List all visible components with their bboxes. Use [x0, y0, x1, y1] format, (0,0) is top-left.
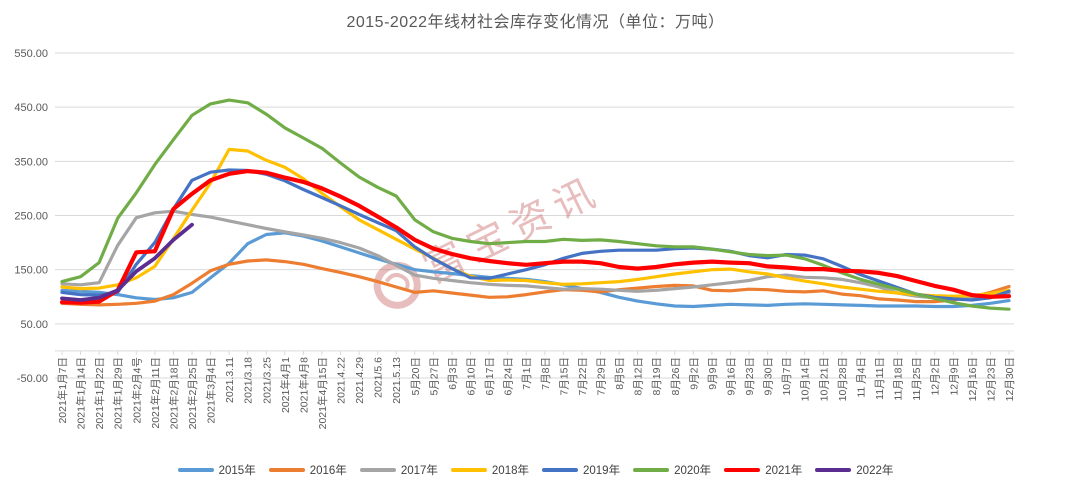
legend-item-2016年[interactable]: 2016年: [268, 462, 347, 478]
x-axis-tick-label: 11月18日: [893, 357, 905, 401]
x-axis-tick-label: 7月29日: [595, 357, 607, 396]
y-axis-tick-label: 350.00: [14, 156, 48, 168]
legend-label: 2015年: [218, 465, 256, 477]
x-axis-tick-label: 5月20日: [410, 357, 422, 396]
x-axis-tick-label: 11月25日: [911, 357, 923, 401]
legend-swatch-icon: [177, 468, 214, 472]
x-axis-tick-label: 2021/3.18: [243, 357, 255, 404]
x-axis-tick-label: 12月30日: [1004, 357, 1016, 401]
series-line-2022年: [60, 222, 194, 302]
y-axis-tick-label: 150.00: [14, 265, 48, 277]
legend-label: 2019年: [583, 465, 621, 477]
x-axis-tick-label: 8月19日: [651, 357, 663, 396]
legend-item-2019年[interactable]: 2019年: [542, 462, 620, 478]
x-axis-tick-label: 10月14日: [800, 357, 812, 401]
x-axis-tick-label: 2021年1月29日: [112, 357, 125, 429]
x-axis-tick-label: 2021.4.29: [354, 357, 366, 404]
legend-swatch-icon: [450, 468, 487, 472]
x-axis-tick-label: 10月21日: [818, 357, 830, 401]
x-axis-tick-label: 9月2日: [688, 357, 700, 390]
series-line-2016年: [60, 258, 1011, 307]
series-line-2021年: [59, 169, 1012, 305]
x-axis-tick-label: 6月10日: [466, 357, 478, 396]
legend-item-2015年[interactable]: 2015年: [177, 462, 256, 478]
legend-item-2018年[interactable]: 2018年: [450, 462, 529, 478]
legend-label: 2018年: [491, 465, 529, 477]
x-axis-tick-label: 7月1日: [521, 357, 533, 390]
x-axis-tick-label: 2021年2月4号: [130, 357, 143, 424]
x-axis-tick-label: 9月23日: [744, 357, 756, 396]
legend-swatch-icon: [724, 468, 761, 472]
legend-item-2021年[interactable]: 2021年: [724, 462, 802, 478]
x-axis-tick-label: 7月22日: [577, 357, 589, 396]
y-axis-tick-label: 250.00: [14, 211, 48, 223]
legend-label: 2016年: [309, 465, 347, 477]
x-axis-tick-label: 2021年4月8: [297, 357, 310, 413]
legend-swatch-icon: [542, 468, 578, 472]
x-axis-tick-label: 8月5日: [614, 357, 626, 390]
x-axis-tick-label: 9月16日: [725, 357, 737, 396]
line-chart-plot: 550.00 450.00 350.00 250.00 150.00 50.00 -50.0…: [14, 48, 1016, 429]
x-axis-tick-label: 2021年1月7日: [56, 357, 69, 424]
x-axis-tick-label: 12月16日: [967, 357, 979, 401]
x-axis-tick-label: 12月23日: [985, 357, 997, 401]
x-axis-tick-label: 5月27日: [428, 357, 440, 396]
x-axis-tick-label: 10月28日: [837, 357, 849, 401]
x-axis-tick-label: 2021.5.13: [391, 357, 403, 404]
series-line-2020年: [60, 98, 1011, 311]
x-axis-tick-label: 2021年4月1: [279, 357, 292, 413]
x-axis-tick-label: 12月2日: [930, 357, 942, 396]
x-axis-tick-label: 11月11日: [874, 357, 886, 400]
legend-label: 2021年: [765, 465, 803, 477]
x-axis-tick-label: 2021年1月14日: [75, 357, 88, 429]
legend-item-2017年[interactable]: 2017年: [359, 462, 438, 478]
legend-label: 2017年: [400, 465, 438, 477]
x-axis-tick-label: 6月3日: [447, 357, 459, 390]
x-axis-tick-label: 2021年1月22日: [93, 357, 106, 429]
legend-item-2020年[interactable]: 2020年: [633, 462, 711, 478]
x-axis-tick-label: 2021/5.6: [373, 357, 385, 398]
legend-label: 2020年: [674, 465, 712, 477]
x-axis-tick-label: 8月26日: [670, 357, 682, 396]
legend-label: 2022年: [856, 465, 894, 477]
legend-item-2022年[interactable]: 2022年: [815, 462, 893, 478]
x-axis-tick-label: 2021.3.11: [224, 357, 236, 403]
legend-swatch-icon: [268, 468, 305, 472]
x-axis-tick-label: 9月30日: [763, 357, 775, 396]
x-axis-tick-label: 8月12日: [633, 357, 645, 396]
legend: 2015年 2016年 2017年 2018年 2019年 2020年 2021年 2022年: [0, 462, 1071, 478]
legend-swatch-icon: [815, 468, 852, 472]
y-axis-tick-label: 450.00: [14, 102, 48, 114]
x-axis-tick-label: 6月24日: [503, 357, 515, 396]
series-line-2018年: [60, 147, 1011, 298]
x-axis-tick-label: 6月17日: [484, 357, 496, 396]
y-axis-tick-label: 50.00: [20, 319, 48, 331]
x-axis-tick-label: 7月8日: [540, 357, 552, 390]
x-axis-tick-label: 12月9日: [948, 357, 960, 396]
x-axis-tick-label: 2021.4.22: [336, 357, 348, 404]
x-axis-tick-label: 7月15日: [558, 357, 570, 396]
x-axis-tick-label: 2021年2月25日: [186, 357, 199, 429]
x-axis-tick-label: 10月7日: [781, 357, 793, 396]
series-line-2017年: [60, 209, 1011, 300]
x-axis-tick-label: 2021年2月11日: [149, 357, 162, 429]
chart-title: 2015-2022年线材社会库存变化情况（单位：万吨）: [346, 14, 725, 31]
y-axis-tick-label: -50.00: [17, 373, 48, 385]
legend-swatch-icon: [633, 468, 670, 472]
x-axis-tick-label: 2021年2月18日: [167, 357, 180, 429]
legend-swatch-icon: [359, 468, 396, 472]
y-axis-tick-label: 550.00: [14, 48, 48, 60]
x-axis-tick-label: 2021年3月4日: [205, 357, 218, 424]
x-axis-tick-label: 2021年4月15日: [316, 357, 329, 429]
x-axis-tick-label: 11 月4日: [855, 357, 867, 398]
x-axis-tick-label: 2021/3.25: [261, 357, 273, 404]
x-axis-tick-label: 9月9日: [707, 357, 719, 390]
watermark-logo-swirl-icon: [384, 272, 410, 291]
